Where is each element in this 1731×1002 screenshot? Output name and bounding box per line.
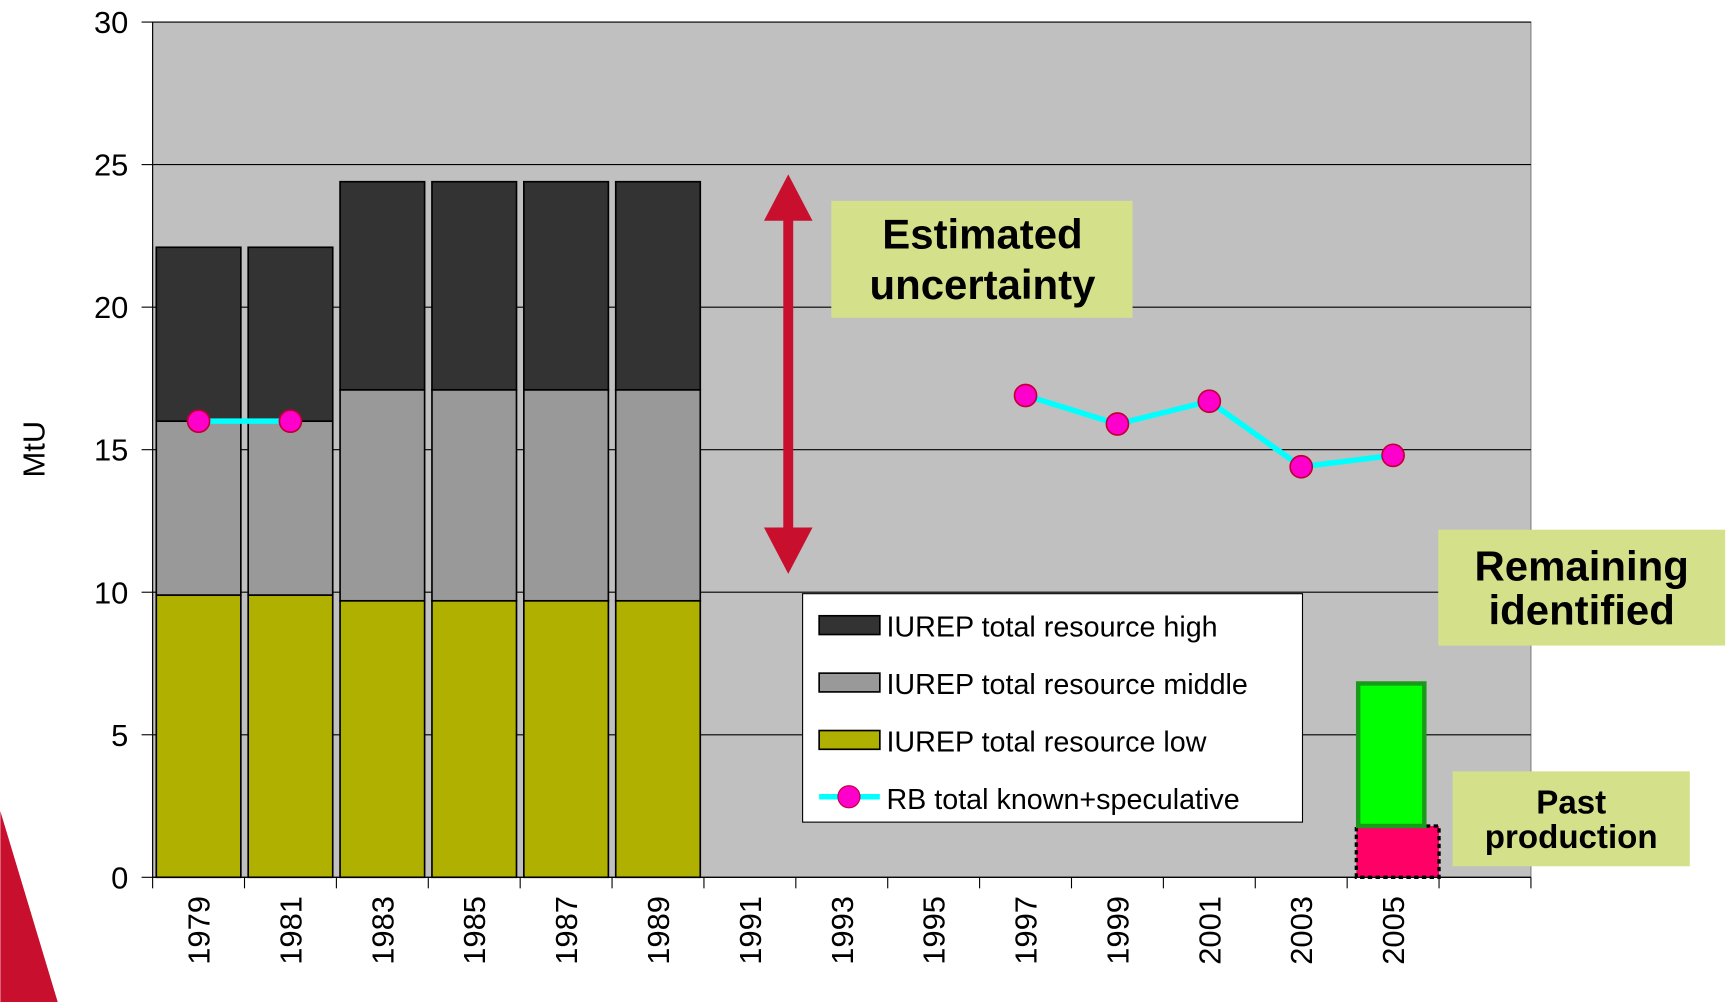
- annotation-text: Past: [1536, 784, 1606, 821]
- x-tick-label: 1985: [457, 896, 492, 965]
- arrow-head: [763, 174, 813, 221]
- legend-swatch: [818, 672, 881, 693]
- legend-swatch: [818, 614, 881, 636]
- bar: [155, 594, 242, 879]
- x-tick-label: 2003: [1284, 896, 1319, 965]
- annotation-box: [1438, 529, 1726, 646]
- marker: [1197, 389, 1222, 414]
- x-tick-label: 1981: [273, 896, 308, 965]
- bar: [339, 388, 426, 602]
- bar: [614, 599, 702, 879]
- bar: [523, 599, 610, 879]
- bar: [523, 180, 610, 391]
- y-axis-label: MtU: [16, 421, 51, 478]
- bar: [614, 180, 702, 391]
- x-tick-label: 1999: [1100, 896, 1135, 965]
- y-tick-label: 15: [94, 433, 128, 468]
- legend-label: RB total known+speculative: [886, 784, 1239, 816]
- bar: [247, 420, 334, 596]
- marker: [1105, 412, 1130, 436]
- annotation-text: Estimated: [882, 210, 1082, 257]
- bar: [614, 388, 702, 602]
- legend-label: IUREP total resource high: [886, 612, 1217, 644]
- y-tick-label: 25: [94, 148, 128, 183]
- y-tick-label: 30: [94, 5, 128, 40]
- legend-swatch: [837, 785, 861, 809]
- marker: [1013, 383, 1038, 408]
- marker: [278, 409, 303, 434]
- decoration: [0, 811, 58, 1002]
- arrow-head: [763, 527, 813, 574]
- marker: [1289, 454, 1314, 479]
- annotation-box: [1452, 771, 1690, 867]
- y-tick-label: 20: [94, 290, 128, 325]
- bar: [339, 180, 426, 391]
- marker: [186, 409, 211, 434]
- annotation-text: Remaining: [1475, 543, 1689, 590]
- x-tick-label: 1991: [733, 896, 768, 965]
- bar: [247, 246, 334, 423]
- bar: [431, 599, 518, 879]
- y-tick-label: 10: [94, 575, 128, 610]
- x-tick-label: 1979: [182, 896, 217, 965]
- bar: [431, 388, 518, 602]
- x-tick-label: 1989: [641, 896, 676, 965]
- annotation-text: identified: [1489, 587, 1675, 634]
- legend-label: IUREP total resource low: [886, 727, 1206, 759]
- y-tick-label: 0: [111, 860, 128, 895]
- bar: [155, 246, 242, 423]
- y-tick-label: 5: [111, 718, 128, 753]
- annotation-box: [831, 200, 1133, 318]
- annotation-text: production: [1485, 819, 1658, 856]
- bar: [247, 594, 334, 879]
- bar: [523, 388, 610, 602]
- extra-bar: [1355, 681, 1427, 829]
- x-tick-label: 1997: [1009, 896, 1044, 965]
- x-tick-label: 2005: [1376, 896, 1411, 965]
- x-tick-label: 1995: [917, 896, 952, 965]
- legend-swatch: [818, 729, 881, 751]
- x-tick-label: 1993: [825, 896, 860, 965]
- x-tick-label: 1983: [365, 896, 400, 965]
- extra-bar: [1354, 824, 1441, 879]
- legend-box: [802, 593, 1304, 823]
- bar: [155, 420, 242, 596]
- bar: [339, 599, 426, 879]
- x-tick-label: 1987: [549, 896, 584, 965]
- x-tick-label: 2001: [1192, 896, 1227, 965]
- annotation-text: uncertainty: [869, 261, 1096, 308]
- legend-label: IUREP total resource middle: [886, 669, 1247, 701]
- marker: [1381, 443, 1405, 468]
- bar: [431, 180, 518, 391]
